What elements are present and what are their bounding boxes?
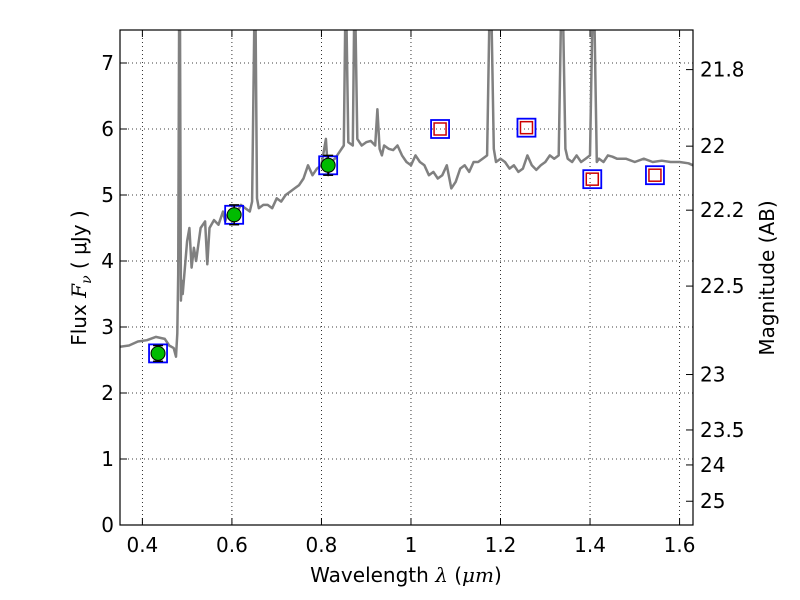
y2-tick-label: 23 (700, 363, 725, 387)
x-tick-label: 0.8 (306, 533, 338, 557)
x-tick-label: 1.4 (574, 533, 606, 557)
y2-tick-label: 22.2 (700, 198, 745, 222)
grid (120, 30, 693, 525)
upper-limit-square (519, 120, 534, 135)
detection-point (150, 345, 166, 361)
model-photometry-square (582, 169, 603, 190)
y-tick-label: 0 (101, 513, 114, 537)
y2-tick-label: 24 (700, 453, 725, 477)
y-tick-label: 7 (101, 51, 114, 75)
y-tick-label: 4 (101, 249, 114, 273)
y2-tick-label: 23.5 (700, 418, 745, 442)
y2-tick-label: 22 (700, 134, 725, 158)
x-tick-label: 0.6 (216, 533, 248, 557)
y-tick-label: 1 (101, 447, 114, 471)
x-tick-label: 1.2 (485, 533, 517, 557)
y-axis-title: Flux Fν ( μJy ) (67, 210, 95, 346)
x-tick-label: 0.4 (126, 533, 158, 557)
upper-limit-square (648, 168, 662, 182)
upper-limit-square (433, 122, 447, 136)
model-photometry-square (148, 343, 168, 364)
y2-tick-label: 22.5 (700, 274, 745, 298)
upper-limit-square (585, 172, 600, 186)
y-tick-label: 3 (101, 315, 114, 339)
plot-frame (119, 29, 694, 526)
model-photometry-square (516, 117, 537, 138)
y2-tick-label: 21.8 (700, 58, 745, 82)
spectrum-layer (120, 30, 693, 358)
detection-point (226, 207, 242, 223)
y-tick-label: 2 (101, 381, 114, 405)
model-photometry-square (645, 165, 665, 186)
model-photometry-square (430, 119, 450, 139)
detection-point (320, 157, 336, 173)
x-tick-label: 1.6 (664, 533, 696, 557)
y2-axis-title: Magnitude (AB) (755, 200, 779, 355)
photometry-markers (148, 117, 665, 364)
x-axis-title: Wavelength λ (μm) (310, 563, 502, 587)
y-tick-label: 5 (101, 183, 114, 207)
x-tick-label: 1 (405, 533, 418, 557)
y-tick-label: 6 (101, 117, 114, 141)
y2-tick-label: 25 (700, 489, 725, 513)
spectrum-line (120, 30, 693, 358)
